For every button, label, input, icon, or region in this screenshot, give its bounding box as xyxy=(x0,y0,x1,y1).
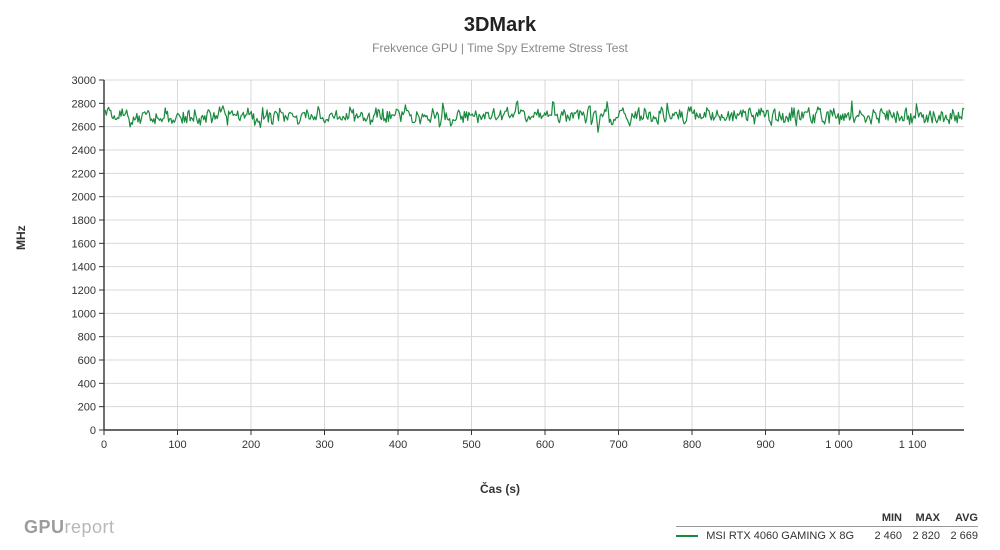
svg-text:0: 0 xyxy=(101,439,107,451)
svg-text:0: 0 xyxy=(90,425,96,437)
legend-swatch-icon xyxy=(676,535,698,537)
legend-col-min: MIN xyxy=(864,512,902,524)
logo-bold: GPU xyxy=(24,517,65,537)
svg-text:300: 300 xyxy=(315,439,333,451)
svg-text:900: 900 xyxy=(756,439,774,451)
legend-avg-value: 2 669 xyxy=(940,530,978,542)
svg-text:400: 400 xyxy=(389,439,407,451)
svg-text:2400: 2400 xyxy=(72,145,96,157)
svg-text:2600: 2600 xyxy=(72,122,96,134)
svg-text:1000: 1000 xyxy=(72,308,96,320)
svg-text:1800: 1800 xyxy=(72,215,96,227)
svg-text:2200: 2200 xyxy=(72,168,96,180)
footer: GPUreport MIN MAX AVG MSI RTX 4060 GAMIN… xyxy=(0,498,1000,544)
svg-text:500: 500 xyxy=(462,439,480,451)
svg-text:700: 700 xyxy=(609,439,627,451)
svg-text:100: 100 xyxy=(168,439,186,451)
svg-text:1200: 1200 xyxy=(72,285,96,297)
legend-col-max: MAX xyxy=(902,512,940,524)
svg-text:2800: 2800 xyxy=(72,98,96,110)
svg-text:1400: 1400 xyxy=(72,262,96,274)
svg-text:1600: 1600 xyxy=(72,238,96,250)
svg-text:1 000: 1 000 xyxy=(825,439,853,451)
x-axis-label: Čas (s) xyxy=(0,482,1000,496)
logo-light: report xyxy=(65,517,115,537)
svg-text:3000: 3000 xyxy=(72,75,96,87)
svg-text:800: 800 xyxy=(683,439,701,451)
legend-row: MSI RTX 4060 GAMING X 8G 2 460 2 820 2 6… xyxy=(676,530,978,542)
y-axis-label: MHz xyxy=(14,225,28,250)
chart-subtitle: Frekvence GPU | Time Spy Extreme Stress … xyxy=(0,41,1000,55)
chart-title: 3DMark xyxy=(0,0,1000,37)
svg-text:600: 600 xyxy=(78,355,96,367)
legend-max-value: 2 820 xyxy=(902,530,940,542)
svg-text:200: 200 xyxy=(78,402,96,414)
svg-text:200: 200 xyxy=(242,439,260,451)
svg-text:600: 600 xyxy=(536,439,554,451)
legend-col-avg: AVG xyxy=(940,512,978,524)
legend: MIN MAX AVG MSI RTX 4060 GAMING X 8G 2 4… xyxy=(676,512,978,542)
legend-series-name: MSI RTX 4060 GAMING X 8G xyxy=(706,530,854,542)
legend-min-value: 2 460 xyxy=(864,530,902,542)
svg-text:800: 800 xyxy=(78,332,96,344)
brand-logo: GPUreport xyxy=(24,517,115,538)
chart-plot-area: 0200400600800100012001400160018002000220… xyxy=(56,74,976,460)
svg-text:1 100: 1 100 xyxy=(899,439,927,451)
svg-text:400: 400 xyxy=(78,378,96,390)
svg-text:2000: 2000 xyxy=(72,192,96,204)
chart-svg: 0200400600800100012001400160018002000220… xyxy=(56,74,976,460)
legend-header: MIN MAX AVG xyxy=(676,512,978,527)
chart-page: { "chart": { "type": "line", "title": "3… xyxy=(0,0,1000,550)
